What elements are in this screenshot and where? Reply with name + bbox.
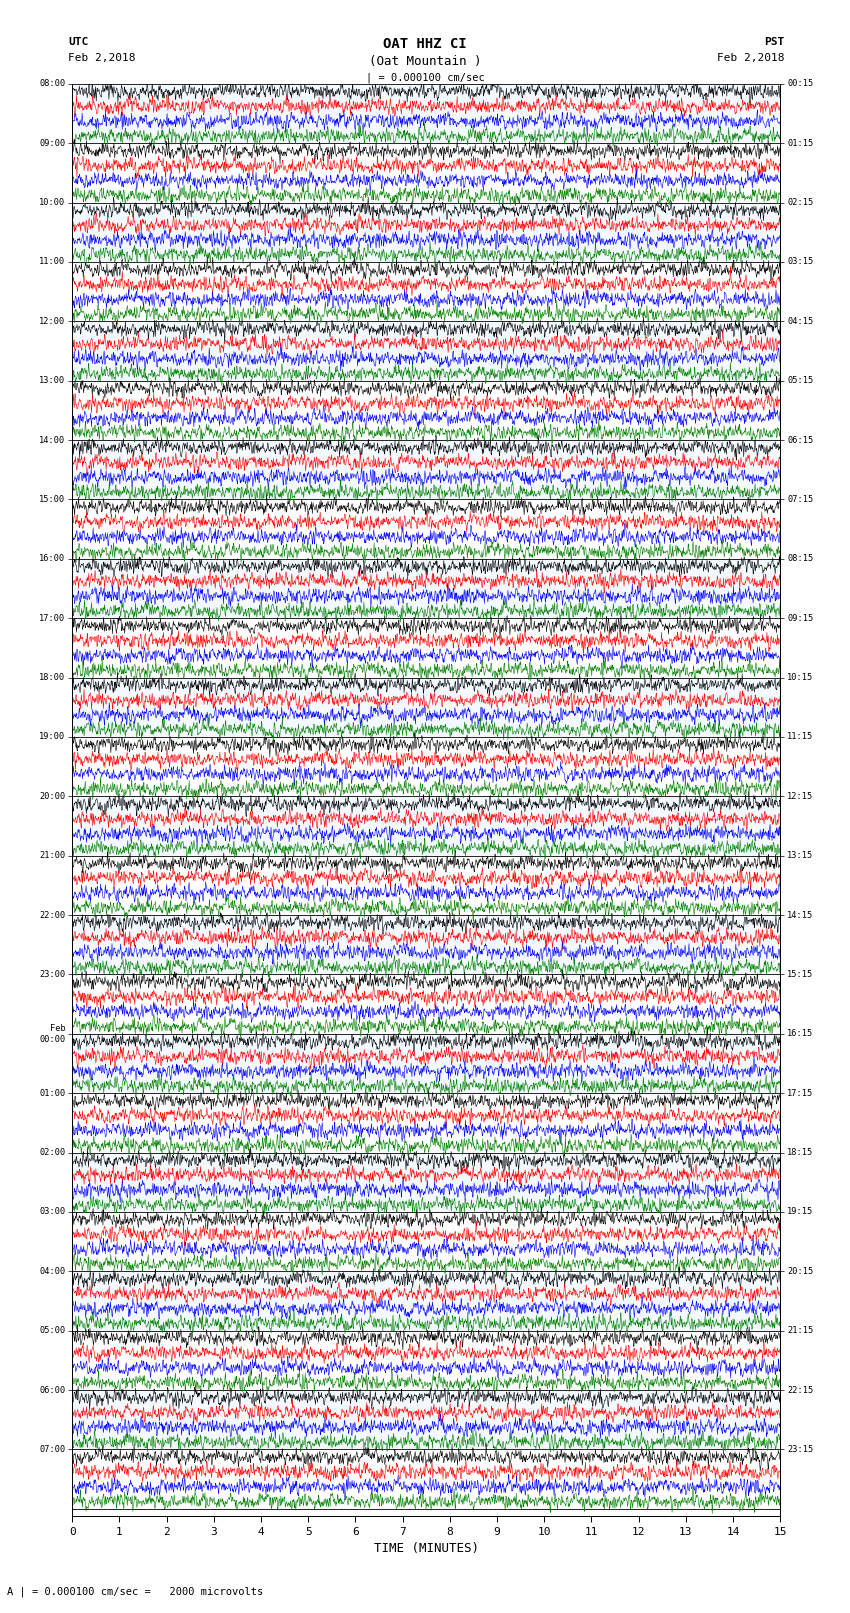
Bar — [72, 797, 780, 857]
Bar — [72, 1153, 780, 1211]
Text: | = 0.000100 cm/sec: | = 0.000100 cm/sec — [366, 73, 484, 84]
Text: UTC: UTC — [68, 37, 88, 47]
Bar — [72, 677, 780, 737]
Text: PST: PST — [764, 37, 785, 47]
Bar — [72, 321, 780, 381]
Bar — [72, 1034, 780, 1094]
Bar — [72, 440, 780, 500]
Bar — [72, 1271, 780, 1331]
Text: Feb 2,2018: Feb 2,2018 — [717, 53, 785, 63]
Text: (Oat Mountain ): (Oat Mountain ) — [369, 55, 481, 68]
Bar — [72, 558, 780, 618]
Bar — [72, 84, 780, 144]
Text: OAT HHZ CI: OAT HHZ CI — [383, 37, 467, 52]
Text: Feb 2,2018: Feb 2,2018 — [68, 53, 135, 63]
Text: A | = 0.000100 cm/sec =   2000 microvolts: A | = 0.000100 cm/sec = 2000 microvolts — [7, 1586, 263, 1597]
Bar — [72, 1390, 780, 1450]
Bar — [72, 203, 780, 261]
X-axis label: TIME (MINUTES): TIME (MINUTES) — [374, 1542, 479, 1555]
Bar — [72, 915, 780, 974]
